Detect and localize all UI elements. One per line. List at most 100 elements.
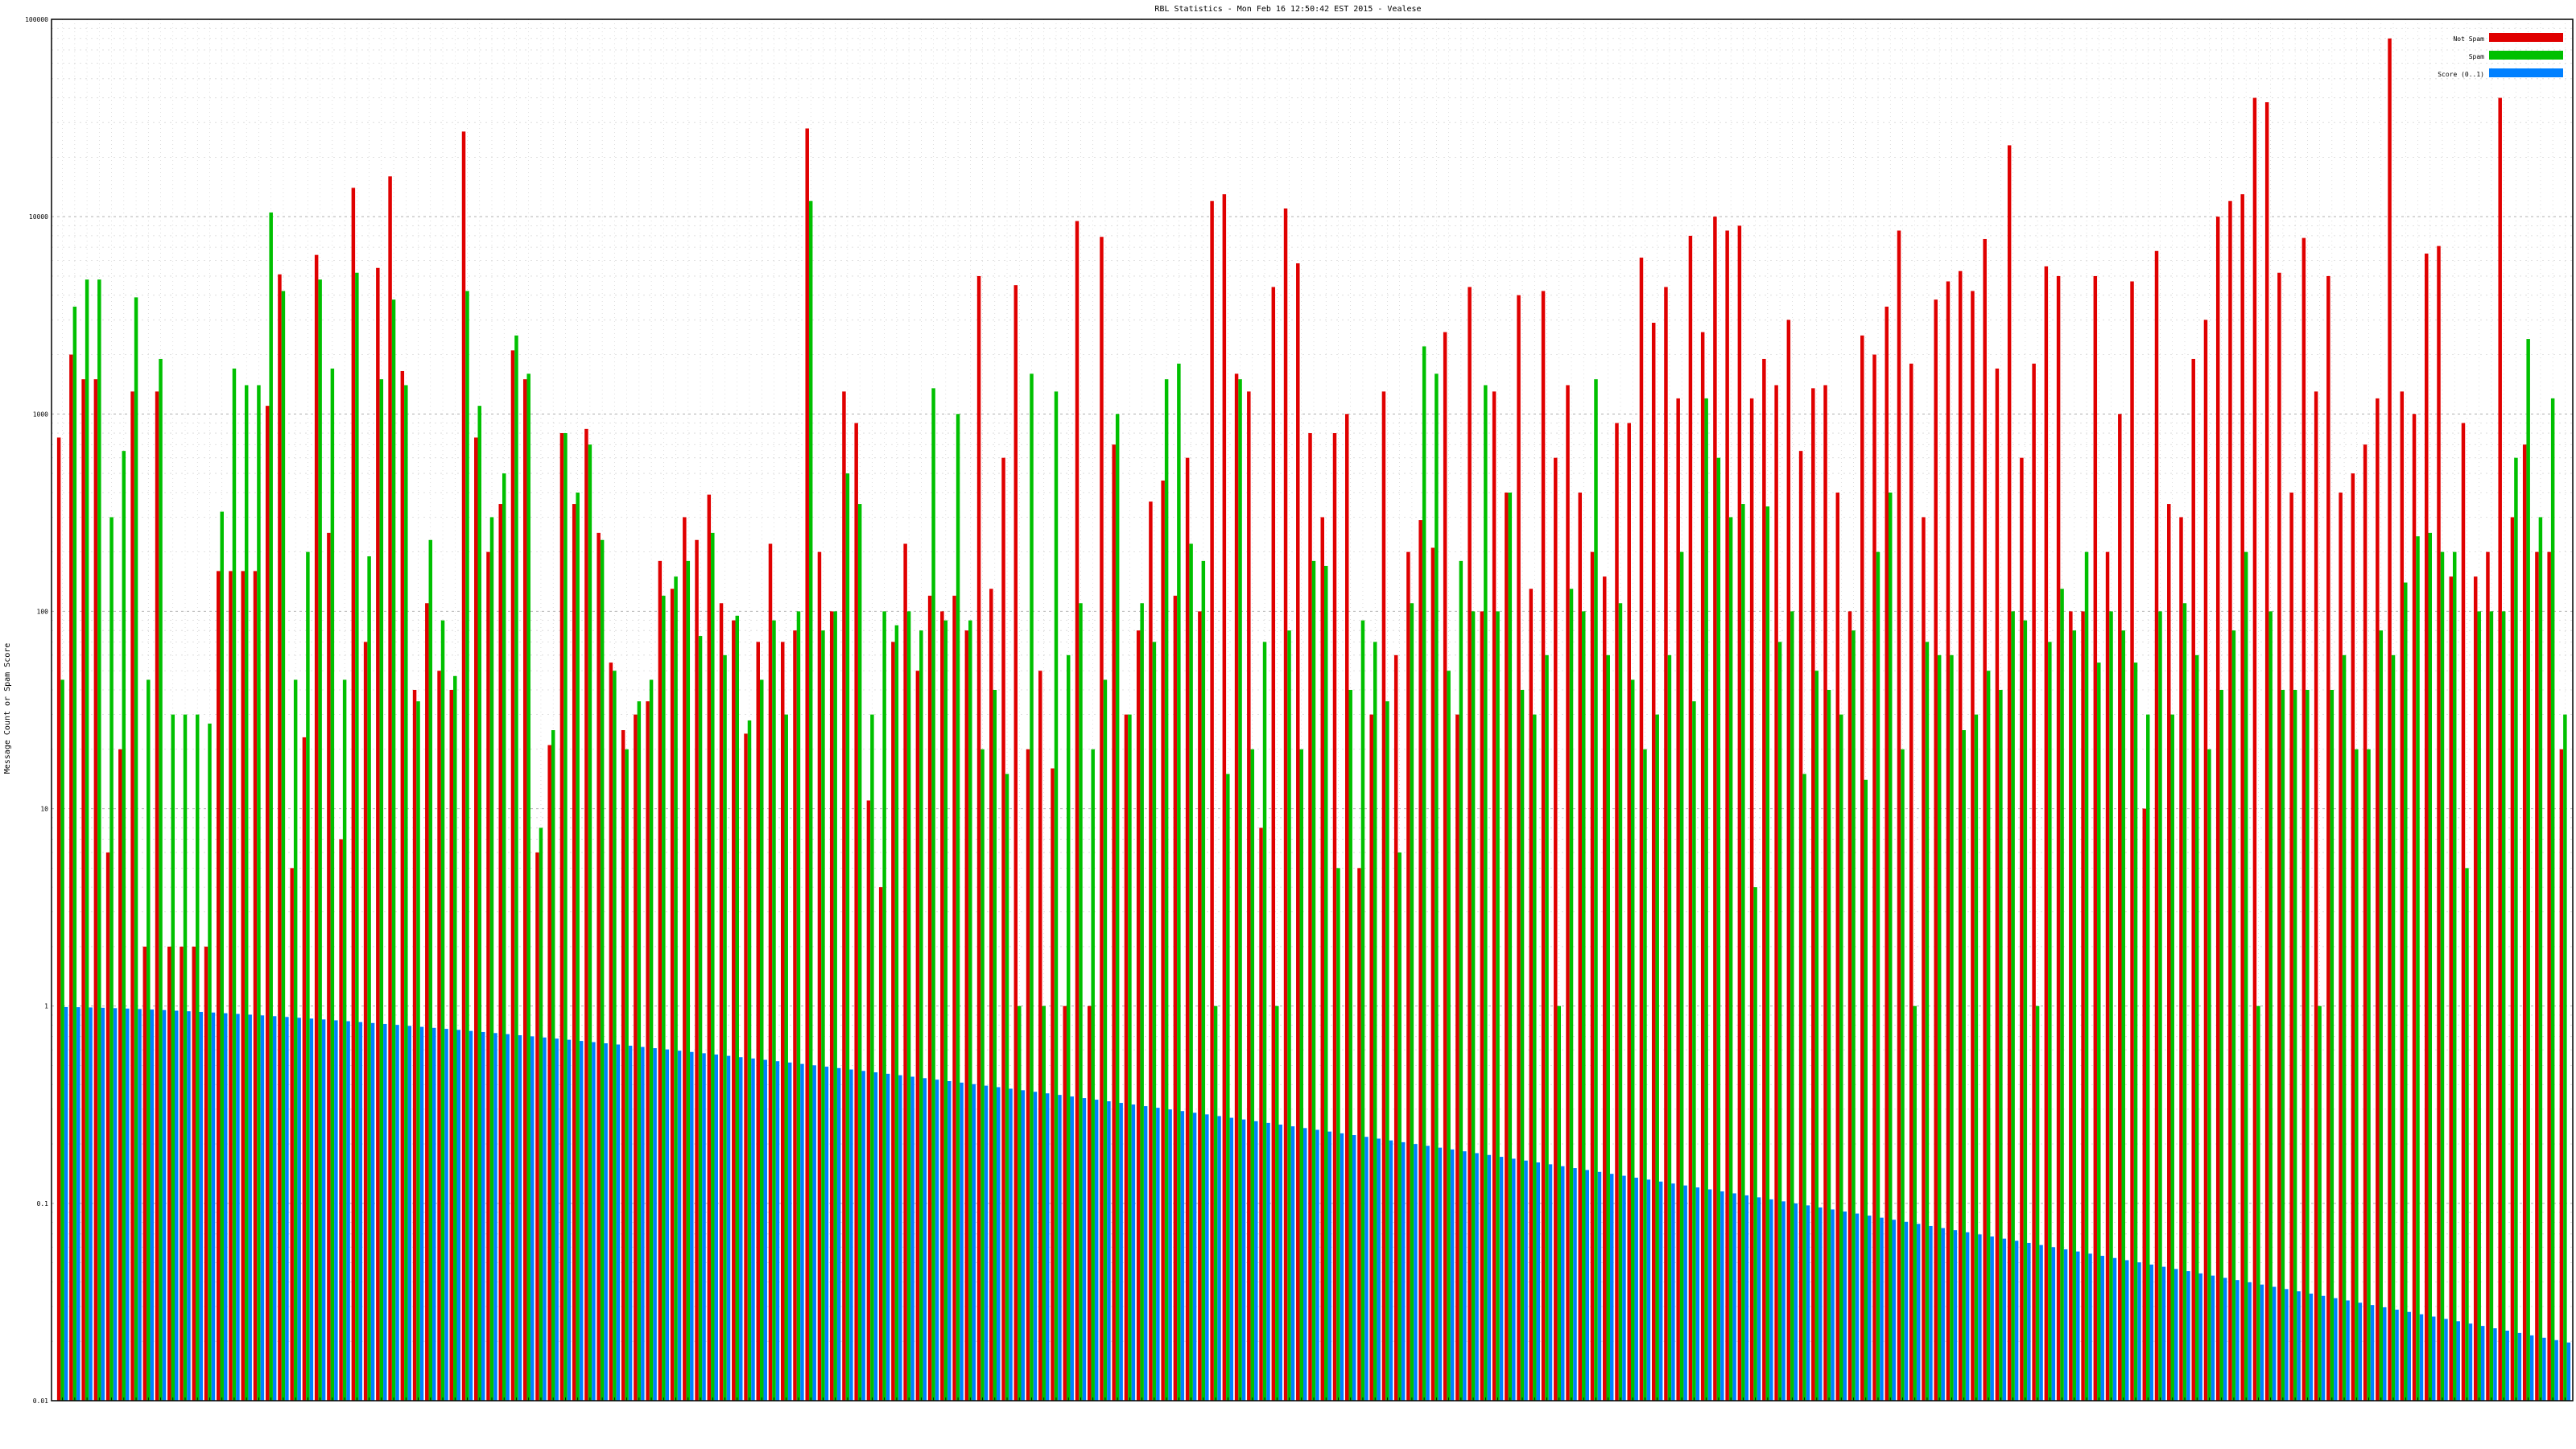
bar-not-spam [1971,291,1975,1401]
bar-spam [564,433,568,1402]
bar-score [665,1049,670,1401]
bar-not-spam [1381,391,1386,1402]
bar-not-spam [1357,868,1361,1401]
bar-not-spam [278,274,282,1401]
bar-score [2456,1321,2460,1401]
plot-frame [51,19,2574,1402]
bar-spam [1115,414,1120,1402]
bar-score [113,1008,118,1401]
bar-not-spam [1406,551,1410,1401]
bar-spam [747,720,752,1401]
bar-spam [2011,611,2015,1401]
bar-spam [1962,730,1966,1401]
bar-not-spam [2376,398,2380,1401]
bar-not-spam [2081,611,2085,1401]
bar-not-spam [118,749,122,1401]
y-tick-label: 0.01 [33,1397,48,1405]
bar-score [1377,1138,1381,1401]
bar-score [2149,1264,2153,1401]
bar-spam [1348,689,1352,1401]
bar-spam [453,675,457,1401]
bar-spam [134,297,138,1402]
bar-score [1904,1221,1909,1401]
bar-spam [1618,603,1623,1401]
bar-not-spam [1700,332,1705,1401]
bar-not-spam [1063,1005,1067,1401]
bar-not-spam [265,406,270,1402]
bar-not-spam [989,588,993,1401]
bar-score [1217,1116,1221,1401]
bar-score [641,1046,645,1401]
bar-score [1867,1216,1872,1401]
bar-spam [2452,551,2457,1401]
bar-score [997,1087,1001,1401]
bar-not-spam [1566,385,1570,1401]
bar-spam [1545,654,1549,1401]
bar-not-spam [412,689,417,1401]
bar-not-spam [449,689,454,1401]
bar-score [2112,1257,2117,1401]
bar-spam [1152,642,1157,1401]
bar-spam [465,291,469,1401]
bar-not-spam [1860,335,1864,1402]
bar-score [1401,1141,1406,1401]
bar-score [616,1044,621,1401]
bar-not-spam [2326,275,2330,1401]
bar-score [1781,1201,1785,1401]
bar-score [690,1051,694,1401]
bar-not-spam [2522,444,2527,1402]
bar-score [1266,1122,1270,1401]
bar-spam [1287,630,1291,1401]
bar-not-spam [1124,714,1129,1401]
bar-not-spam [2069,611,2073,1401]
bar-not-spam [1320,517,1324,1401]
bar-spam [1655,714,1659,1401]
bar-spam [1299,749,1304,1401]
bar-score [1585,1170,1589,1401]
bar-spam [1030,374,1034,1401]
bar-score [2529,1335,2534,1401]
bar-spam [502,473,506,1401]
bar-spam [1459,560,1463,1401]
bar-score [1303,1128,1307,1401]
bar-spam [1275,1005,1279,1401]
bar-not-spam [2363,444,2368,1402]
bar-spam [1079,603,1083,1401]
bar-spam [342,679,347,1401]
bar-spam [293,679,298,1401]
bar-not-spam [522,379,527,1402]
bar-score [1487,1154,1492,1401]
bar-score [2517,1332,2522,1401]
bar-score [321,1019,326,1401]
bar-not-spam [1308,433,1312,1402]
bar-score [1990,1236,1994,1401]
bar-not-spam [1296,263,1300,1402]
bar-not-spam [155,391,159,1402]
bar-score [1131,1104,1136,1401]
bar-score [1021,1090,1025,1401]
bar-spam [367,556,371,1401]
bar-not-spam [621,730,625,1401]
bar-score [1119,1103,1123,1401]
bar-spam [2048,642,2052,1401]
bar-spam [1435,374,1439,1401]
bar-not-spam [498,504,502,1401]
bar-score [1880,1217,1884,1401]
bar-score [530,1036,535,1401]
bar-spam [1901,749,1905,1401]
bar-score [2014,1241,2019,1401]
bar-score [812,1065,816,1401]
bar-spam [2231,630,2236,1401]
bar-not-spam [461,131,466,1402]
bar-not-spam [302,737,307,1401]
bar-not-spam [646,701,650,1401]
bar-score [886,1073,890,1401]
bar-not-spam [1038,671,1042,1401]
bar-not-spam [842,391,846,1402]
bar-score [2174,1269,2178,1401]
bar-score [1622,1175,1626,1401]
bar-not-spam [1762,358,1766,1401]
bar-not-spam [2437,246,2441,1401]
bar-score [518,1034,522,1401]
bar-spam [1385,701,1389,1401]
